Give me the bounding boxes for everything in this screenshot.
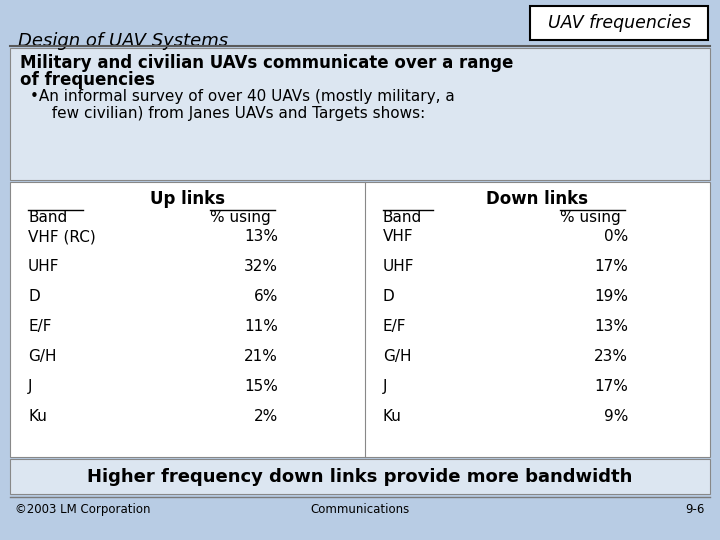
Text: 21%: 21% [244, 349, 278, 364]
Text: 9%: 9% [603, 409, 628, 424]
FancyBboxPatch shape [10, 459, 710, 494]
Text: 32%: 32% [244, 259, 278, 274]
Text: UHF: UHF [383, 259, 415, 274]
Text: Ku: Ku [383, 409, 402, 424]
Text: 0%: 0% [604, 229, 628, 244]
Text: Higher frequency down links provide more bandwidth: Higher frequency down links provide more… [87, 468, 633, 486]
Text: UAV frequencies: UAV frequencies [547, 14, 690, 32]
Text: Design of UAV Systems: Design of UAV Systems [18, 32, 228, 50]
Text: 15%: 15% [244, 379, 278, 394]
Text: 17%: 17% [594, 259, 628, 274]
Text: 13%: 13% [594, 319, 628, 334]
FancyBboxPatch shape [10, 48, 710, 180]
Text: 19%: 19% [594, 289, 628, 304]
Text: Ku: Ku [28, 409, 47, 424]
Text: J: J [383, 379, 387, 394]
Text: % using: % using [210, 210, 271, 225]
Text: few civilian) from Janes UAVs and Targets shows:: few civilian) from Janes UAVs and Target… [42, 106, 426, 121]
Text: 13%: 13% [244, 229, 278, 244]
Text: VHF: VHF [383, 229, 413, 244]
Text: ©2003 LM Corporation: ©2003 LM Corporation [15, 503, 150, 516]
Text: 6%: 6% [253, 289, 278, 304]
Text: G/H: G/H [28, 349, 56, 364]
Text: VHF (RC): VHF (RC) [28, 229, 96, 244]
Text: E/F: E/F [383, 319, 407, 334]
Text: 11%: 11% [244, 319, 278, 334]
Text: 9-6: 9-6 [685, 503, 705, 516]
Text: J: J [28, 379, 32, 394]
FancyBboxPatch shape [530, 6, 708, 40]
Text: % using: % using [560, 210, 621, 225]
Text: 23%: 23% [594, 349, 628, 364]
Text: Communications: Communications [310, 503, 410, 516]
Text: Down links: Down links [486, 190, 588, 208]
Text: E/F: E/F [28, 319, 52, 334]
FancyBboxPatch shape [10, 182, 710, 457]
Text: UHF: UHF [28, 259, 60, 274]
Text: Band: Band [28, 210, 67, 225]
Text: •An informal survey of over 40 UAVs (mostly military, a: •An informal survey of over 40 UAVs (mos… [30, 89, 455, 104]
Text: Military and civilian UAVs communicate over a range: Military and civilian UAVs communicate o… [20, 54, 513, 72]
Text: D: D [28, 289, 40, 304]
Text: Up links: Up links [150, 190, 225, 208]
Text: G/H: G/H [383, 349, 412, 364]
Text: Band: Band [383, 210, 422, 225]
Text: 17%: 17% [594, 379, 628, 394]
Text: of frequencies: of frequencies [20, 71, 155, 89]
Text: 2%: 2% [253, 409, 278, 424]
Text: D: D [383, 289, 395, 304]
